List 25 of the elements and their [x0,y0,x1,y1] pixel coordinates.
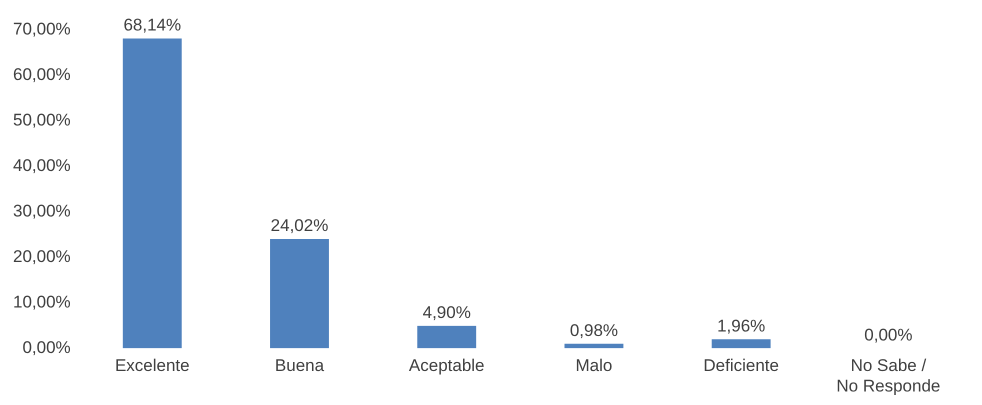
y-tick-label: 10,00% [12,292,71,312]
bar [417,326,476,348]
y-tick-label: 0,00% [22,338,71,357]
x-tick-label: No Sabe / No Responde [836,356,940,396]
x-tick-label: Deficiente [703,356,779,376]
bar [122,38,182,348]
y-tick-label: 20,00% [12,246,71,266]
data-label: 0,00% [864,325,912,344]
x-tick-label: Excelente [114,356,190,376]
data-label: 24,02% [270,216,328,236]
data-label: 4,90% [422,303,471,322]
y-tick-label: 60,00% [12,65,71,84]
data-label: 68,14% [123,16,182,35]
y-tick-label: 70,00% [12,20,71,39]
bar [712,339,771,348]
y-tick-label: 50,00% [12,110,71,130]
bar [564,344,624,348]
data-label: 0,98% [570,320,618,340]
x-tick-label: Aceptable [408,356,485,376]
bar [270,239,329,348]
y-tick-label: 40,00% [12,156,71,176]
y-tick-label: 30,00% [12,202,71,221]
x-tick-label: Buena [274,356,325,376]
data-label: 1,96% [717,316,766,336]
x-tick-label: Malo [576,356,612,376]
